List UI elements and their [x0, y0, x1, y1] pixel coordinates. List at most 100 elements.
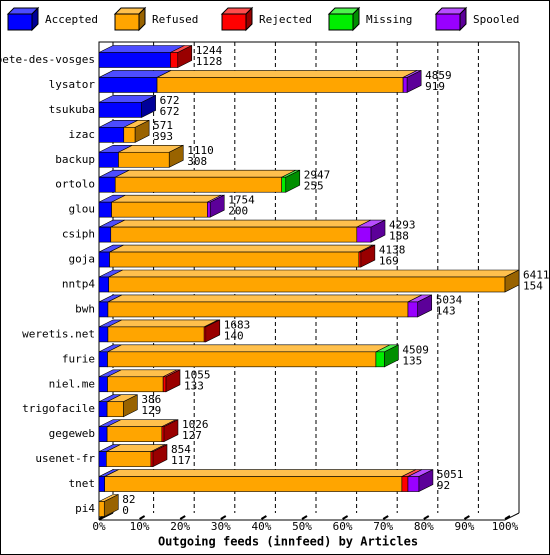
data-label: 6411 — [523, 269, 550, 282]
y-tick-label: goja — [69, 253, 96, 266]
data-label: 135 — [402, 354, 422, 367]
bar-side — [152, 444, 168, 468]
tick-mark — [463, 515, 470, 520]
data-label: 200 — [228, 205, 248, 218]
bar-segment — [98, 351, 108, 368]
y-tick-label: ortolo — [55, 178, 95, 191]
bar-side — [141, 94, 156, 118]
bar-segment — [108, 276, 506, 293]
data-label: 1128 — [196, 55, 223, 68]
y-tick-label: lysator — [49, 78, 96, 91]
data-label: 4509 — [402, 343, 429, 356]
bar-segment — [123, 127, 136, 143]
tick-mark — [423, 515, 430, 520]
x-tick-label: 10% — [130, 520, 150, 533]
data-label: 854 — [171, 443, 191, 456]
legend-swatch — [7, 13, 33, 31]
y-tick-label: furie — [62, 352, 95, 365]
bar-segment — [358, 251, 362, 268]
bar-segment — [375, 351, 385, 368]
data-label: 1055 — [184, 368, 211, 381]
y-tick-label: tnet — [69, 477, 96, 490]
legend-label: Refused — [152, 13, 198, 26]
data-label: 154 — [523, 280, 543, 293]
bar-segment — [98, 501, 105, 517]
bar-segment — [106, 401, 124, 418]
bar-side — [406, 69, 422, 93]
bar-side — [360, 244, 376, 268]
data-label: 188 — [389, 230, 409, 243]
bar-segment — [207, 201, 211, 218]
bar-segment — [98, 326, 109, 343]
legend-label: Spooled — [473, 13, 519, 26]
data-label: 169 — [379, 255, 399, 268]
y-tick-label: pi4 — [75, 502, 95, 515]
x-tick-label: 20% — [170, 520, 190, 533]
y-tick-label: bwh — [75, 302, 95, 315]
bar-side — [123, 394, 138, 418]
data-label: 127 — [182, 429, 202, 442]
y-tick-label: trigofacile — [22, 402, 95, 415]
bar-segment — [111, 201, 208, 218]
y-tick-label: usenet-fr — [35, 452, 95, 465]
x-tick-label: 0% — [92, 520, 106, 533]
bar-segment — [98, 102, 142, 118]
bar-side — [134, 119, 150, 143]
bar-side — [177, 45, 193, 68]
data-label: 129 — [141, 404, 161, 417]
bar-side — [163, 419, 179, 443]
bar-segment — [114, 176, 283, 193]
bar-side — [103, 494, 119, 517]
bar-segment — [98, 151, 119, 168]
bar-segment — [98, 401, 108, 418]
bar-segment — [107, 376, 164, 393]
y-tick-label: weretis.net — [22, 327, 95, 340]
data-label: 1110 — [187, 144, 214, 157]
bar-segment — [98, 451, 107, 467]
bar-segment — [98, 376, 108, 393]
bar-segment — [98, 226, 112, 243]
bar-segment — [170, 52, 179, 68]
bar-segment — [402, 77, 408, 93]
data-label: 386 — [141, 393, 161, 406]
bar-segment — [98, 52, 171, 68]
x-tick-label: 40% — [251, 520, 271, 533]
bar-segment — [109, 251, 360, 268]
data-label: 143 — [436, 304, 456, 317]
legend-swatch — [328, 13, 354, 31]
data-label: 1026 — [182, 418, 209, 431]
bar-side — [418, 469, 434, 493]
bar-segment — [98, 251, 110, 268]
bar-side — [209, 194, 225, 218]
y-tick-label: izac — [69, 128, 96, 141]
bar-side — [285, 169, 301, 193]
bar-top — [111, 194, 222, 203]
y-tick-label: glou — [69, 203, 96, 216]
data-label: 4138 — [379, 244, 406, 257]
bar-segment — [156, 77, 404, 93]
bar-side — [384, 344, 399, 368]
bar-segment — [356, 226, 372, 243]
y-tick-label: gegeweb — [49, 427, 95, 440]
tick-mark — [139, 515, 146, 520]
bar-segment — [107, 351, 377, 368]
tick-mark — [179, 515, 186, 520]
data-label: 919 — [425, 80, 445, 93]
data-label: 5051 — [437, 468, 464, 481]
data-label: 672 — [160, 94, 180, 107]
bar-segment — [104, 476, 403, 492]
bar-top — [107, 319, 219, 328]
data-label: 2947 — [304, 169, 331, 182]
data-label: 92 — [437, 479, 450, 492]
bar-segment — [98, 77, 158, 93]
x-tick-label: 80% — [414, 520, 434, 533]
data-label: 255 — [304, 180, 324, 193]
bar-side — [205, 319, 221, 343]
tick-mark — [220, 515, 227, 520]
x-tick-label: 60% — [333, 520, 353, 533]
tick-mark — [301, 515, 308, 520]
x-axis-label: Outgoing feeds (innfeed) by Articles — [158, 535, 418, 549]
bar-segment — [281, 176, 287, 193]
data-label: 4859 — [425, 69, 452, 82]
bar-top — [107, 344, 391, 353]
